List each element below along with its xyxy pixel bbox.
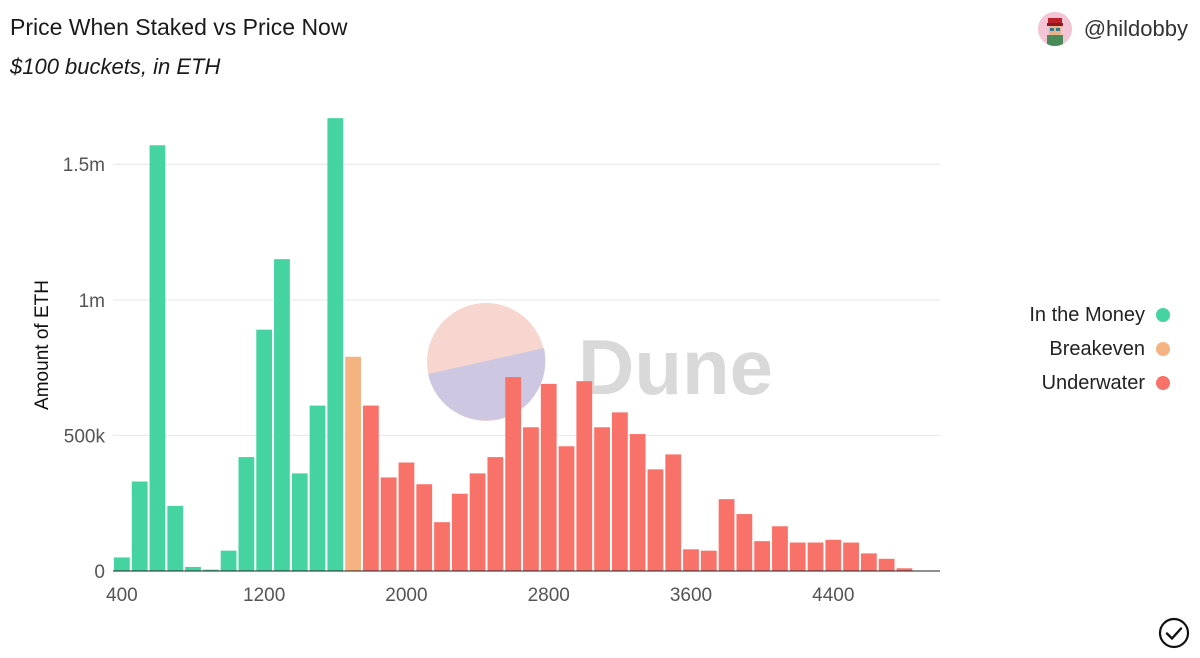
bar[interactable]	[594, 427, 610, 571]
x-tick-label: 1200	[243, 585, 285, 606]
bar[interactable]	[291, 473, 308, 571]
bar[interactable]	[878, 558, 895, 571]
bar[interactable]	[131, 481, 148, 571]
avatar[interactable]	[1037, 12, 1072, 46]
bar[interactable]	[167, 505, 184, 571]
legend: In the Money Breakeven Underwater	[960, 298, 1170, 400]
bar[interactable]	[434, 522, 450, 571]
bar[interactable]	[451, 493, 468, 571]
bar[interactable]	[327, 118, 344, 572]
bar[interactable]	[487, 457, 504, 571]
y-axis-label: Amount of ETH	[32, 280, 53, 410]
watermark-text: Dune	[578, 323, 773, 411]
author-handle[interactable]: @hildobby	[1083, 16, 1188, 41]
bar[interactable]	[629, 434, 646, 571]
bar[interactable]	[754, 541, 771, 571]
bar[interactable]	[185, 566, 201, 571]
bar[interactable]	[238, 457, 255, 571]
bar[interactable]	[558, 446, 575, 571]
avatar-icon	[1037, 12, 1072, 46]
bar[interactable]	[718, 499, 735, 571]
x-tick-label: 400	[106, 585, 138, 606]
bar[interactable]	[114, 557, 130, 571]
bar[interactable]	[256, 329, 273, 571]
legend-label: Breakeven	[1049, 337, 1145, 360]
axes: 0 500k 1m 1.5m 400 1200 2000 2800 3600 4400	[63, 155, 940, 606]
legend-item-breakeven[interactable]: Breakeven	[960, 332, 1170, 366]
bar[interactable]	[523, 427, 539, 571]
legend-dot-icon	[1156, 342, 1170, 356]
bar[interactable]	[789, 542, 806, 571]
bar[interactable]	[683, 549, 699, 571]
x-tick-label: 2800	[528, 585, 570, 606]
y-tick-label: 500k	[64, 426, 106, 447]
bar[interactable]	[345, 356, 361, 571]
legend-label: Underwater	[1041, 371, 1145, 394]
bar[interactable]	[362, 405, 379, 571]
bar[interactable]	[398, 462, 415, 571]
dune-watermark: Dune	[427, 303, 773, 421]
chart-subtitle: $100 buckets, in ETH	[10, 54, 221, 79]
bar[interactable]	[540, 383, 557, 571]
legend-item-in-the-money[interactable]: In the Money	[960, 298, 1170, 332]
check-circle-icon[interactable]	[1158, 617, 1190, 649]
bar[interactable]	[220, 550, 237, 571]
x-tick-label: 4400	[812, 585, 854, 606]
y-tick-label: 1m	[79, 291, 105, 312]
x-tick-label: 2000	[385, 585, 427, 606]
x-tick-label: 3600	[670, 585, 712, 606]
bar[interactable]	[807, 542, 824, 571]
bar[interactable]	[772, 526, 788, 571]
bar[interactable]	[825, 539, 842, 571]
legend-dot-icon	[1156, 308, 1170, 322]
author-badge[interactable]: @hildobby	[1037, 12, 1188, 46]
bar[interactable]	[860, 553, 877, 571]
bars	[114, 118, 913, 572]
bar[interactable]	[843, 542, 859, 571]
bar[interactable]	[611, 412, 628, 571]
bar[interactable]	[736, 514, 753, 571]
bar[interactable]	[505, 377, 522, 571]
bar[interactable]	[274, 259, 290, 571]
legend-dot-icon	[1156, 376, 1170, 390]
legend-item-underwater[interactable]: Underwater	[960, 366, 1170, 400]
bar[interactable]	[665, 454, 682, 571]
bar[interactable]	[576, 381, 593, 571]
bar[interactable]	[309, 405, 326, 571]
bar[interactable]	[416, 484, 433, 571]
y-tick-label: 1.5m	[63, 155, 105, 176]
bar[interactable]	[896, 568, 913, 571]
legend-label: In the Money	[1029, 303, 1145, 326]
chart-title: Price When Staked vs Price Now	[10, 14, 348, 40]
bar[interactable]	[202, 569, 219, 571]
bar[interactable]	[469, 473, 486, 571]
bar[interactable]	[647, 469, 664, 571]
y-tick-label: 0	[94, 562, 105, 583]
bar[interactable]	[380, 477, 397, 571]
bar[interactable]	[149, 145, 166, 572]
bar[interactable]	[700, 550, 717, 571]
